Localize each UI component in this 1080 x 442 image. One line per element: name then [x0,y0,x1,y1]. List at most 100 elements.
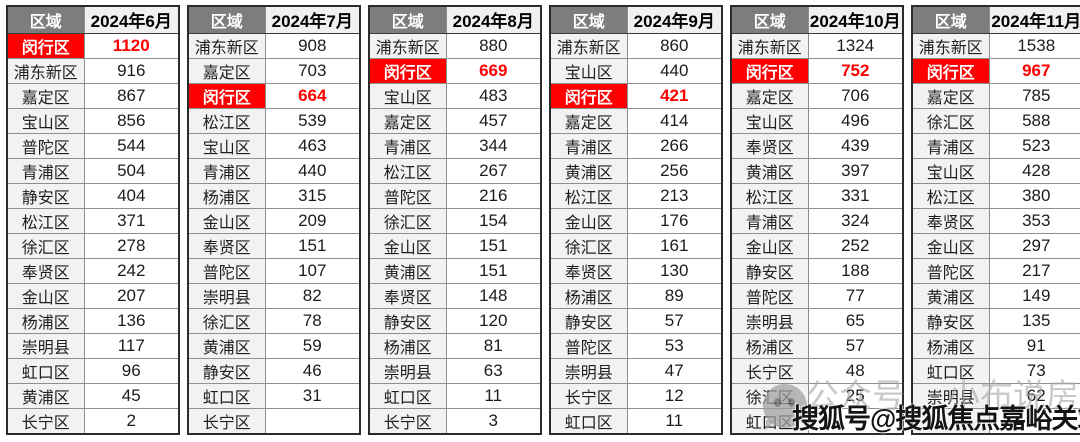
value-cell: 107 [264,257,361,284]
value-cell: 1324 [807,32,904,59]
value-cell: 176 [626,207,723,234]
region-header: 区域 [368,5,447,34]
table-row: 松江区 371 [6,207,180,234]
table-row: 静安区 135 [911,307,1080,334]
value-cell: 65 [807,307,904,334]
table-row: 宝山区 856 [6,107,180,134]
district-cell: 嘉定区 [730,82,809,109]
district-cell: 黄浦区 [730,157,809,184]
district-cell: 宝山区 [368,82,447,109]
district-cell: 奉贤区 [911,207,990,234]
district-cell: 长宁区 [368,407,447,434]
table-row: 长宁区 12 [549,382,723,409]
table-row: 奉贤区 151 [187,232,361,259]
table-row: 宝山区 428 [911,157,1080,184]
district-cell: 浦东新区 [6,57,85,84]
table-row: 长宁区 [187,407,361,434]
value-cell: 59 [264,332,361,359]
value-cell: 57 [626,307,723,334]
value-cell: 151 [445,232,542,259]
value-cell: 588 [988,107,1080,134]
district-cell: 黄浦区 [368,257,447,284]
district-cell: 松江区 [911,182,990,209]
district-cell: 青浦区 [549,132,628,159]
value-cell: 46 [264,357,361,384]
district-cell: 静安区 [911,307,990,334]
district-cell: 奉贤区 [730,132,809,159]
table-row: 普陀区 53 [549,332,723,359]
table-row: 徐汇区 154 [368,207,542,234]
district-cell: 嘉定区 [549,107,628,134]
district-cell: 静安区 [6,182,85,209]
value-cell: 856 [83,107,180,134]
month-table-2: 区域 2024年7月 浦东新区 908 嘉定区 703 闵行区 664 松江区 539 宝山区 463… [187,5,361,435]
value-cell: 397 [807,157,904,184]
district-cell: 黄浦区 [549,157,628,184]
district-cell: 普陀区 [187,257,266,284]
value-cell: 136 [83,307,180,334]
value-cell: 860 [626,32,723,59]
value-cell: 148 [445,282,542,309]
table-row: 松江区 539 [187,107,361,134]
value-cell: 149 [988,282,1080,309]
value-cell: 457 [445,107,542,134]
value-cell: 25 [807,382,904,409]
table-row: 嘉定区 414 [549,107,723,134]
district-cell: 宝山区 [911,157,990,184]
district-cell: 青浦区 [368,132,447,159]
wechat-watermark-name: 小布说房 [947,377,1079,414]
district-cell: 宝山区 [730,107,809,134]
district-cell: 静安区 [368,307,447,334]
district-cell: 虹口区 [6,357,85,384]
district-cell: 黄浦区 [6,382,85,409]
value-cell: 151 [445,257,542,284]
table-row: 普陀区 544 [6,132,180,159]
value-cell: 483 [445,82,542,109]
region-header: 区域 [911,5,990,34]
district-cell: 青浦区 [730,207,809,234]
table-row: 虹口区 11 [368,382,542,409]
wechat-watermark: 公众号 小布说房 [806,379,1079,413]
value-cell: 188 [807,257,904,284]
table-row: 浦东新区 1324 [730,32,904,59]
value-cell: 3 [445,407,542,434]
month-header: 2024年9月 [626,5,723,34]
month-table-4: 区域 2024年9月 浦东新区 860 宝山区 440 闵行区 421 嘉定区 414 青浦区 266… [549,5,723,435]
table-row: 虹口区 31 [187,382,361,409]
value-cell: 2 [83,407,180,434]
table-row: 金山区 252 [730,232,904,259]
value-cell: 11 [445,382,542,409]
value-cell: 242 [83,257,180,284]
sohu-watermark: 搜狐号@搜狐焦点嘉峪关站 [792,404,1080,434]
district-cell: 虹口区 [549,407,628,434]
table-row: 奉贤区 353 [911,207,1080,234]
district-cell: 奉贤区 [549,257,628,284]
district-cell: 崇明县 [187,282,266,309]
value-cell: 120 [445,307,542,334]
table-row: 青浦区 344 [368,132,542,159]
value-cell: 256 [626,157,723,184]
value-cell: 216 [445,182,542,209]
value-cell: 669 [445,57,542,84]
value-cell: 439 [807,132,904,159]
table-row: 徐汇区 161 [549,232,723,259]
district-cell: 宝山区 [549,57,628,84]
value-cell: 252 [807,232,904,259]
district-cell: 金山区 [911,232,990,259]
table-row: 闵行区 669 [368,57,542,84]
value-cell: 967 [988,57,1080,84]
value-cell: 504 [83,157,180,184]
month-table-1: 区域 2024年6月 闵行区 1120 浦东新区 916 嘉定区 867 宝山区 856 普陀区 54… [6,5,180,435]
value-cell: 371 [83,207,180,234]
district-cell: 浦东新区 [187,32,266,59]
district-cell: 崇明县 [730,307,809,334]
table-row: 黄浦区 45 [6,382,180,409]
table-row: 浦东新区 880 [368,32,542,59]
value-cell: 31 [264,382,361,409]
region-header: 区域 [6,5,85,34]
wechat-watermark-label: 公众号 [806,377,905,414]
district-cell: 闵行区 [911,57,990,84]
value-cell: 1120 [83,32,180,59]
table-row: 静安区 120 [368,307,542,334]
value-cell [988,407,1080,435]
